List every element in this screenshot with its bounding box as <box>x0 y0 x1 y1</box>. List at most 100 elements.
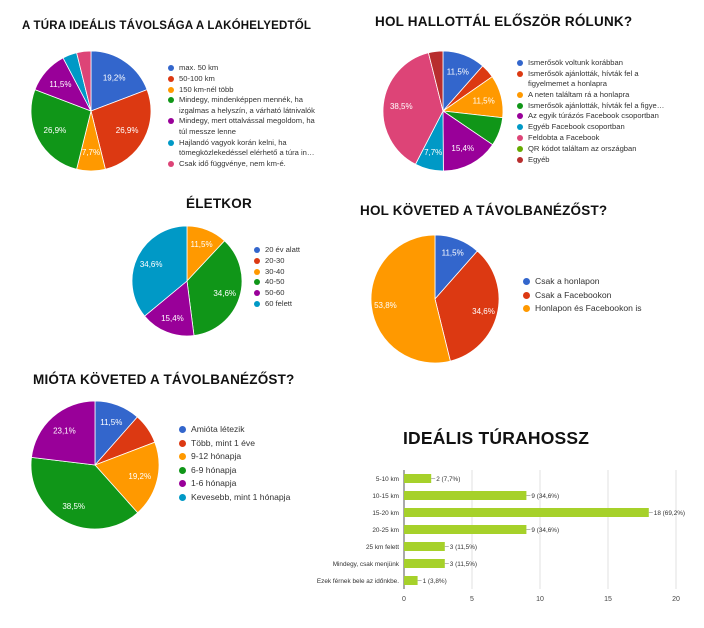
slice-data-label: 34,6% <box>213 289 236 298</box>
pie-slice <box>76 50 92 112</box>
chart-title: ÉLETKOR <box>186 196 252 211</box>
slice-data-label: 23,1% <box>53 427 76 436</box>
slice-data-label: 11,5% <box>447 68 469 77</box>
legend-swatch <box>168 75 174 82</box>
legend-label: 20 év alatt <box>265 245 301 254</box>
slice-data-label: 11,5% <box>100 418 122 427</box>
legend-label: Több, mint 1 éve <box>191 437 256 448</box>
bar <box>404 559 445 568</box>
chart-title: IDEÁLIS TÚRAHOSSZ <box>403 428 590 448</box>
legend-item: Honlapon és Facebookon is <box>523 302 673 315</box>
x-tick-label: 20 <box>672 596 680 603</box>
x-tick-label: 15 <box>604 596 612 603</box>
pie-slice <box>186 240 243 337</box>
legend-label: max. 50 km <box>179 63 219 72</box>
x-tick-label: 5 <box>470 596 474 603</box>
pie-slice <box>442 110 494 172</box>
legend-swatch <box>254 279 260 286</box>
legend-swatch <box>517 145 523 152</box>
legend-swatch <box>168 97 174 104</box>
legend-item: 1-6 hónapja <box>179 477 329 490</box>
legend-swatch <box>517 113 523 120</box>
legend-label: 30-40 <box>265 266 285 276</box>
legend-item: A neten találtam rá a honlapra <box>517 90 669 100</box>
legend-item: Ismerősök ajánlották, hívták fel a figye… <box>517 101 669 111</box>
legend-item: Feldobta a Facebook <box>517 133 669 143</box>
legend-swatch <box>523 291 530 299</box>
legend-label: 50-60 <box>265 288 285 298</box>
legend-swatch <box>179 493 186 501</box>
legend-label: 150 km-nél több <box>179 84 234 94</box>
legend-swatch <box>179 453 186 460</box>
legend-label: 50-100 km <box>179 73 215 83</box>
bar-data-label: 2 (7,7%) <box>436 476 460 483</box>
legend-item: 9-12 hónapja <box>179 450 329 463</box>
pie-slice <box>30 456 139 530</box>
pie-slice <box>144 280 195 337</box>
pie-chart: 11,5% 19,2% 38,5% 23,1% <box>30 400 160 530</box>
bar-data-label: 3 (11,5%) <box>450 544 477 551</box>
legend-item: 40-50 <box>254 277 344 287</box>
slice-data-label: 11,5% <box>473 97 495 106</box>
legend-label: 60 felett <box>265 298 293 308</box>
legend-swatch <box>523 278 530 285</box>
legend-item: QR kódot találtam az országban <box>517 144 669 154</box>
slice-data-label: 7,7% <box>82 148 100 157</box>
legend-item: Csak idő függvénye, nem km-é. <box>168 159 318 169</box>
pie-slice <box>94 441 160 514</box>
chart-title: HOL KÖVETED A TÁVOLBANÉZŐST? <box>360 203 608 218</box>
legend-label: Feldobta a Facebook <box>528 133 600 143</box>
legend-swatch <box>168 139 174 146</box>
legend-item: 20-30 <box>254 256 344 266</box>
y-tick-label: 15-20 km <box>372 510 399 517</box>
slice-data-label: 34,6% <box>140 260 163 269</box>
legend-label: Csak idő függvénye, nem km-é. <box>179 158 286 168</box>
legend-label: A neten találtam rá a honlapra <box>528 89 630 99</box>
legend-item: Ismerősök ajánlották, hívták fel a figye… <box>517 69 669 90</box>
legend-label: 1-6 hónapja <box>191 478 237 488</box>
slice-data-label: 15,4% <box>161 314 184 323</box>
legend-item: Csak a honlapon <box>523 275 673 288</box>
bar <box>404 525 527 534</box>
pie-slice <box>434 250 500 362</box>
pie-slice <box>370 234 451 364</box>
legend-item: Ismerősök voltunk korábban <box>517 58 669 68</box>
slice-data-label: 26,9% <box>116 126 139 135</box>
pie-slice <box>90 89 152 170</box>
legend-swatch <box>517 156 523 163</box>
legend-label: Egyéb Facebook csoportban <box>528 122 625 132</box>
bar-data-label: 18 (69,2%) <box>654 510 685 517</box>
legend-label: Ismerősök voltunk korábban <box>528 58 623 67</box>
slice-data-label: 53,8% <box>374 301 397 310</box>
bar-chart: 0 5 10 15 20 5-10 km 2 (7,7%) 10-15 km 9 (34,6%)… <box>317 470 685 603</box>
legend-swatch <box>517 91 523 98</box>
pie-slice <box>31 400 96 466</box>
legend-item: Hajlandó vagyok korán kelni, ha tömegköz… <box>168 138 318 159</box>
legend-item: 30-40 <box>254 267 344 277</box>
legend-item: Több, mint 1 éve <box>179 437 329 450</box>
legend-label: 40-50 <box>265 277 285 287</box>
y-tick-label: 20-25 km <box>372 527 399 534</box>
legend-swatch <box>254 247 260 253</box>
pie-chart: 11,5% 11,5% 15,4% 7,7% 38,5% <box>382 50 504 172</box>
legend-item: 50-60 <box>254 288 344 298</box>
legend-label: Amióta létezik <box>191 424 245 434</box>
pie-slice <box>90 50 148 112</box>
bar-data-label: 1 (3,8%) <box>423 578 447 585</box>
legend-swatch <box>523 305 530 312</box>
legend-label: 9-12 hónapja <box>191 451 242 461</box>
legend-label: Az egyik túrázós Facebook csoportban <box>528 111 659 121</box>
chart-title: HOL HALLOTTÁL ELŐSZÖR RÓLUNK? <box>375 14 633 29</box>
slice-data-label: 19,2% <box>128 472 151 481</box>
legend-item: Csak a Facebookon <box>523 289 673 302</box>
pie-chart: 11,5% 34,6% 15,4% 34,6% <box>131 225 243 337</box>
pie-slice <box>427 50 444 112</box>
slice-data-label: 19,2% <box>103 73 126 82</box>
y-tick-label: Mindegy, csak menjünk <box>333 561 400 568</box>
legend-label: Csak a Facebookon <box>535 289 612 300</box>
slice-data-label: 26,9% <box>44 126 67 135</box>
chart-title: A TÚRA IDEÁLIS TÁVOLSÁGA A LAKÓHELYEDTŐL <box>22 20 312 32</box>
legend-swatch <box>517 124 523 131</box>
legend-label: Honlapon és Facebookon is <box>535 303 642 313</box>
legend-swatch <box>254 268 260 275</box>
